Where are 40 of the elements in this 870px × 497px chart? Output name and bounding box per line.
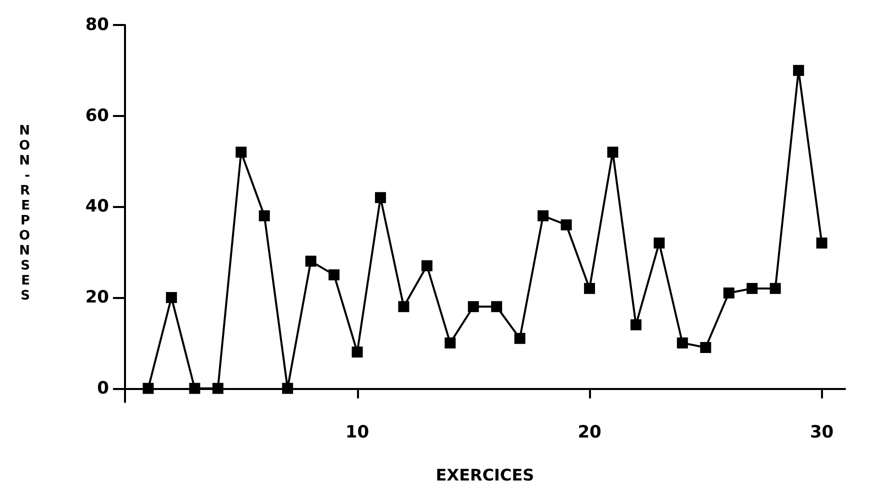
point (630, 319, 642, 330)
point (189, 382, 200, 394)
text: NON-REPONSES (18, 124, 30, 304)
point (236, 146, 247, 158)
point (352, 346, 363, 358)
point (421, 260, 432, 272)
point (328, 269, 340, 280)
point (212, 382, 224, 394)
point (723, 287, 734, 298)
point (305, 256, 316, 267)
point (444, 337, 456, 348)
point (142, 382, 154, 394)
point (770, 282, 781, 294)
point (700, 342, 712, 353)
y-tick-label: 20 (85, 288, 110, 308)
point (374, 192, 386, 204)
y-tick-label: 60 (85, 106, 110, 126)
point (514, 332, 526, 344)
point (746, 282, 758, 294)
y-tick-label: 40 (85, 196, 110, 217)
point (166, 292, 177, 304)
point (560, 219, 572, 230)
point (676, 337, 688, 348)
point (258, 210, 270, 222)
point (491, 301, 502, 312)
x-tick-label: 10 (345, 422, 370, 442)
y-tick-label: 0 (97, 378, 110, 398)
y-tick-label: 80 (85, 15, 110, 35)
point (282, 382, 294, 394)
x-tick-label: 20 (578, 422, 602, 442)
point (468, 301, 479, 312)
point (816, 238, 828, 249)
x-tick-label: 30 (810, 422, 834, 442)
point (398, 301, 410, 312)
point (654, 238, 665, 249)
point (793, 64, 804, 76)
point (607, 146, 618, 158)
point (538, 210, 549, 222)
point (584, 282, 596, 294)
x-axis-title: EXERCICES (436, 466, 534, 484)
